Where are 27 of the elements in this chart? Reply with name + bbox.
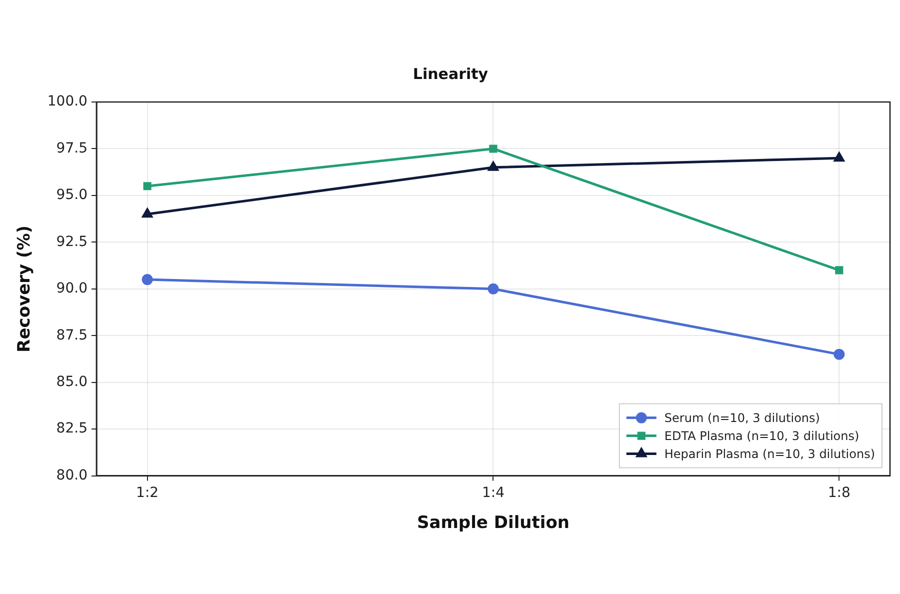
point xyxy=(488,160,499,171)
point xyxy=(833,152,845,162)
legend-label: Serum (n=10, 3 dilutions) xyxy=(664,410,820,425)
y-tick-label: 87.5 xyxy=(56,327,88,344)
y-tick-label: 95.0 xyxy=(56,187,88,204)
y-tick-label: 85.0 xyxy=(56,374,88,390)
y-tick-label: 82.5 xyxy=(56,420,88,437)
chart-title: Linearity xyxy=(412,64,488,83)
x-tick-label: 1:8 xyxy=(828,484,850,501)
point xyxy=(489,144,498,153)
y-tick-label: 100.0 xyxy=(47,94,88,110)
point xyxy=(834,348,845,360)
point xyxy=(142,208,154,218)
x-tick-label: 1:4 xyxy=(482,484,505,501)
y-tick-label: 92.5 xyxy=(56,234,88,250)
point xyxy=(142,274,153,286)
y-axis-title: Recovery (%) xyxy=(14,225,35,352)
point xyxy=(143,182,152,190)
point xyxy=(835,266,844,274)
y-tick-label: 90.0 xyxy=(56,280,88,297)
y-tick-label: 80.0 xyxy=(56,467,88,484)
legend-label: EDTA Plasma (n=10, 3 dilutions) xyxy=(664,428,860,443)
y-tick-label: 97.5 xyxy=(56,140,88,156)
legend-label: Heparin Plasma (n=10, 3 dilutions) xyxy=(664,446,876,461)
x-axis-title: Sample Dilution xyxy=(416,513,570,534)
point xyxy=(488,283,499,294)
x-tick-label: 1:2 xyxy=(136,484,159,501)
